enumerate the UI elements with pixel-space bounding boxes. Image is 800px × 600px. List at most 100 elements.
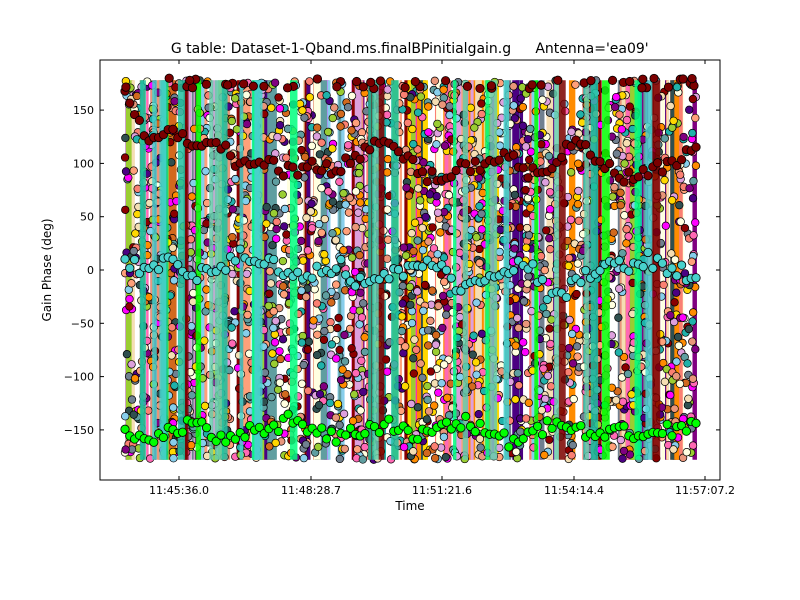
series-point xyxy=(177,128,188,139)
series-point xyxy=(648,263,658,273)
series-point xyxy=(536,80,546,90)
data-point xyxy=(672,372,681,381)
data-point xyxy=(407,318,417,328)
data-point xyxy=(331,236,340,245)
data-point xyxy=(567,451,576,460)
data-point xyxy=(406,300,415,309)
data-point xyxy=(614,313,623,322)
series-point xyxy=(317,166,327,176)
data-point xyxy=(232,125,242,134)
data-point xyxy=(402,183,411,192)
data-point xyxy=(231,174,240,184)
data-point xyxy=(610,183,619,192)
data-point xyxy=(319,382,329,391)
data-point xyxy=(471,358,481,367)
data-point xyxy=(320,327,329,336)
data-point xyxy=(431,330,441,340)
data-point xyxy=(299,360,308,370)
series-point xyxy=(638,74,648,84)
background-stripe xyxy=(546,80,554,460)
series-point xyxy=(384,274,394,284)
data-point xyxy=(347,344,356,353)
data-point xyxy=(691,218,700,227)
data-point xyxy=(131,229,140,238)
data-point xyxy=(187,391,197,400)
data-point xyxy=(540,450,549,460)
plot-area xyxy=(120,73,701,464)
series-point xyxy=(312,74,323,84)
data-point xyxy=(676,217,685,226)
data-point xyxy=(674,341,684,350)
series-point xyxy=(417,167,428,177)
data-point xyxy=(200,401,210,411)
data-point xyxy=(347,91,357,101)
series-point xyxy=(345,423,356,433)
series-point xyxy=(649,73,659,84)
series-point xyxy=(341,430,351,440)
data-point xyxy=(228,339,237,348)
data-point xyxy=(303,386,313,395)
series-point xyxy=(475,418,485,429)
data-point xyxy=(280,399,289,408)
series-point xyxy=(125,263,135,273)
x-tick-label: 11:51:21.6 xyxy=(412,484,472,497)
data-point xyxy=(356,198,365,207)
data-point xyxy=(267,393,276,402)
data-point xyxy=(330,103,339,112)
data-point xyxy=(401,251,411,260)
data-point xyxy=(347,126,356,135)
data-point xyxy=(339,246,348,255)
data-point xyxy=(676,170,685,179)
data-point xyxy=(413,108,423,117)
series-point xyxy=(657,258,668,268)
series-point xyxy=(441,76,451,86)
data-point xyxy=(202,219,211,228)
data-point xyxy=(443,393,452,402)
data-point xyxy=(400,90,409,99)
data-point xyxy=(271,177,281,186)
data-point xyxy=(265,442,274,451)
series-wrap-stripe xyxy=(239,80,244,460)
data-point xyxy=(431,340,440,349)
data-point xyxy=(568,359,578,368)
data-point xyxy=(335,177,344,187)
data-point xyxy=(661,221,670,230)
series-point xyxy=(691,418,701,428)
data-point xyxy=(271,316,280,326)
data-point xyxy=(543,371,553,380)
series-point xyxy=(625,76,635,87)
series-point xyxy=(331,437,341,447)
data-point xyxy=(313,123,322,132)
data-point xyxy=(421,212,430,222)
data-point xyxy=(519,338,528,347)
series-point xyxy=(120,424,130,434)
data-point xyxy=(444,190,454,200)
data-point xyxy=(688,337,697,346)
series-point xyxy=(607,75,618,85)
data-point xyxy=(167,323,177,332)
data-point xyxy=(475,244,484,254)
data-point xyxy=(409,247,418,256)
data-point xyxy=(383,154,393,164)
data-point xyxy=(351,118,361,128)
data-point xyxy=(615,110,624,119)
series-point xyxy=(662,419,672,429)
data-point xyxy=(670,404,679,413)
series-point xyxy=(384,414,394,424)
series-point xyxy=(576,278,586,288)
data-point xyxy=(438,323,447,333)
data-point xyxy=(622,115,632,125)
data-point xyxy=(328,113,337,123)
data-point xyxy=(407,228,416,238)
series-point xyxy=(134,115,144,125)
data-point xyxy=(341,200,350,209)
series-point xyxy=(542,416,552,426)
data-point xyxy=(564,261,573,271)
data-point xyxy=(513,313,522,323)
data-point xyxy=(510,244,519,253)
data-point xyxy=(625,450,635,459)
series-point xyxy=(462,81,473,92)
data-point xyxy=(418,373,427,382)
data-point xyxy=(399,243,408,252)
series-point xyxy=(518,434,528,444)
